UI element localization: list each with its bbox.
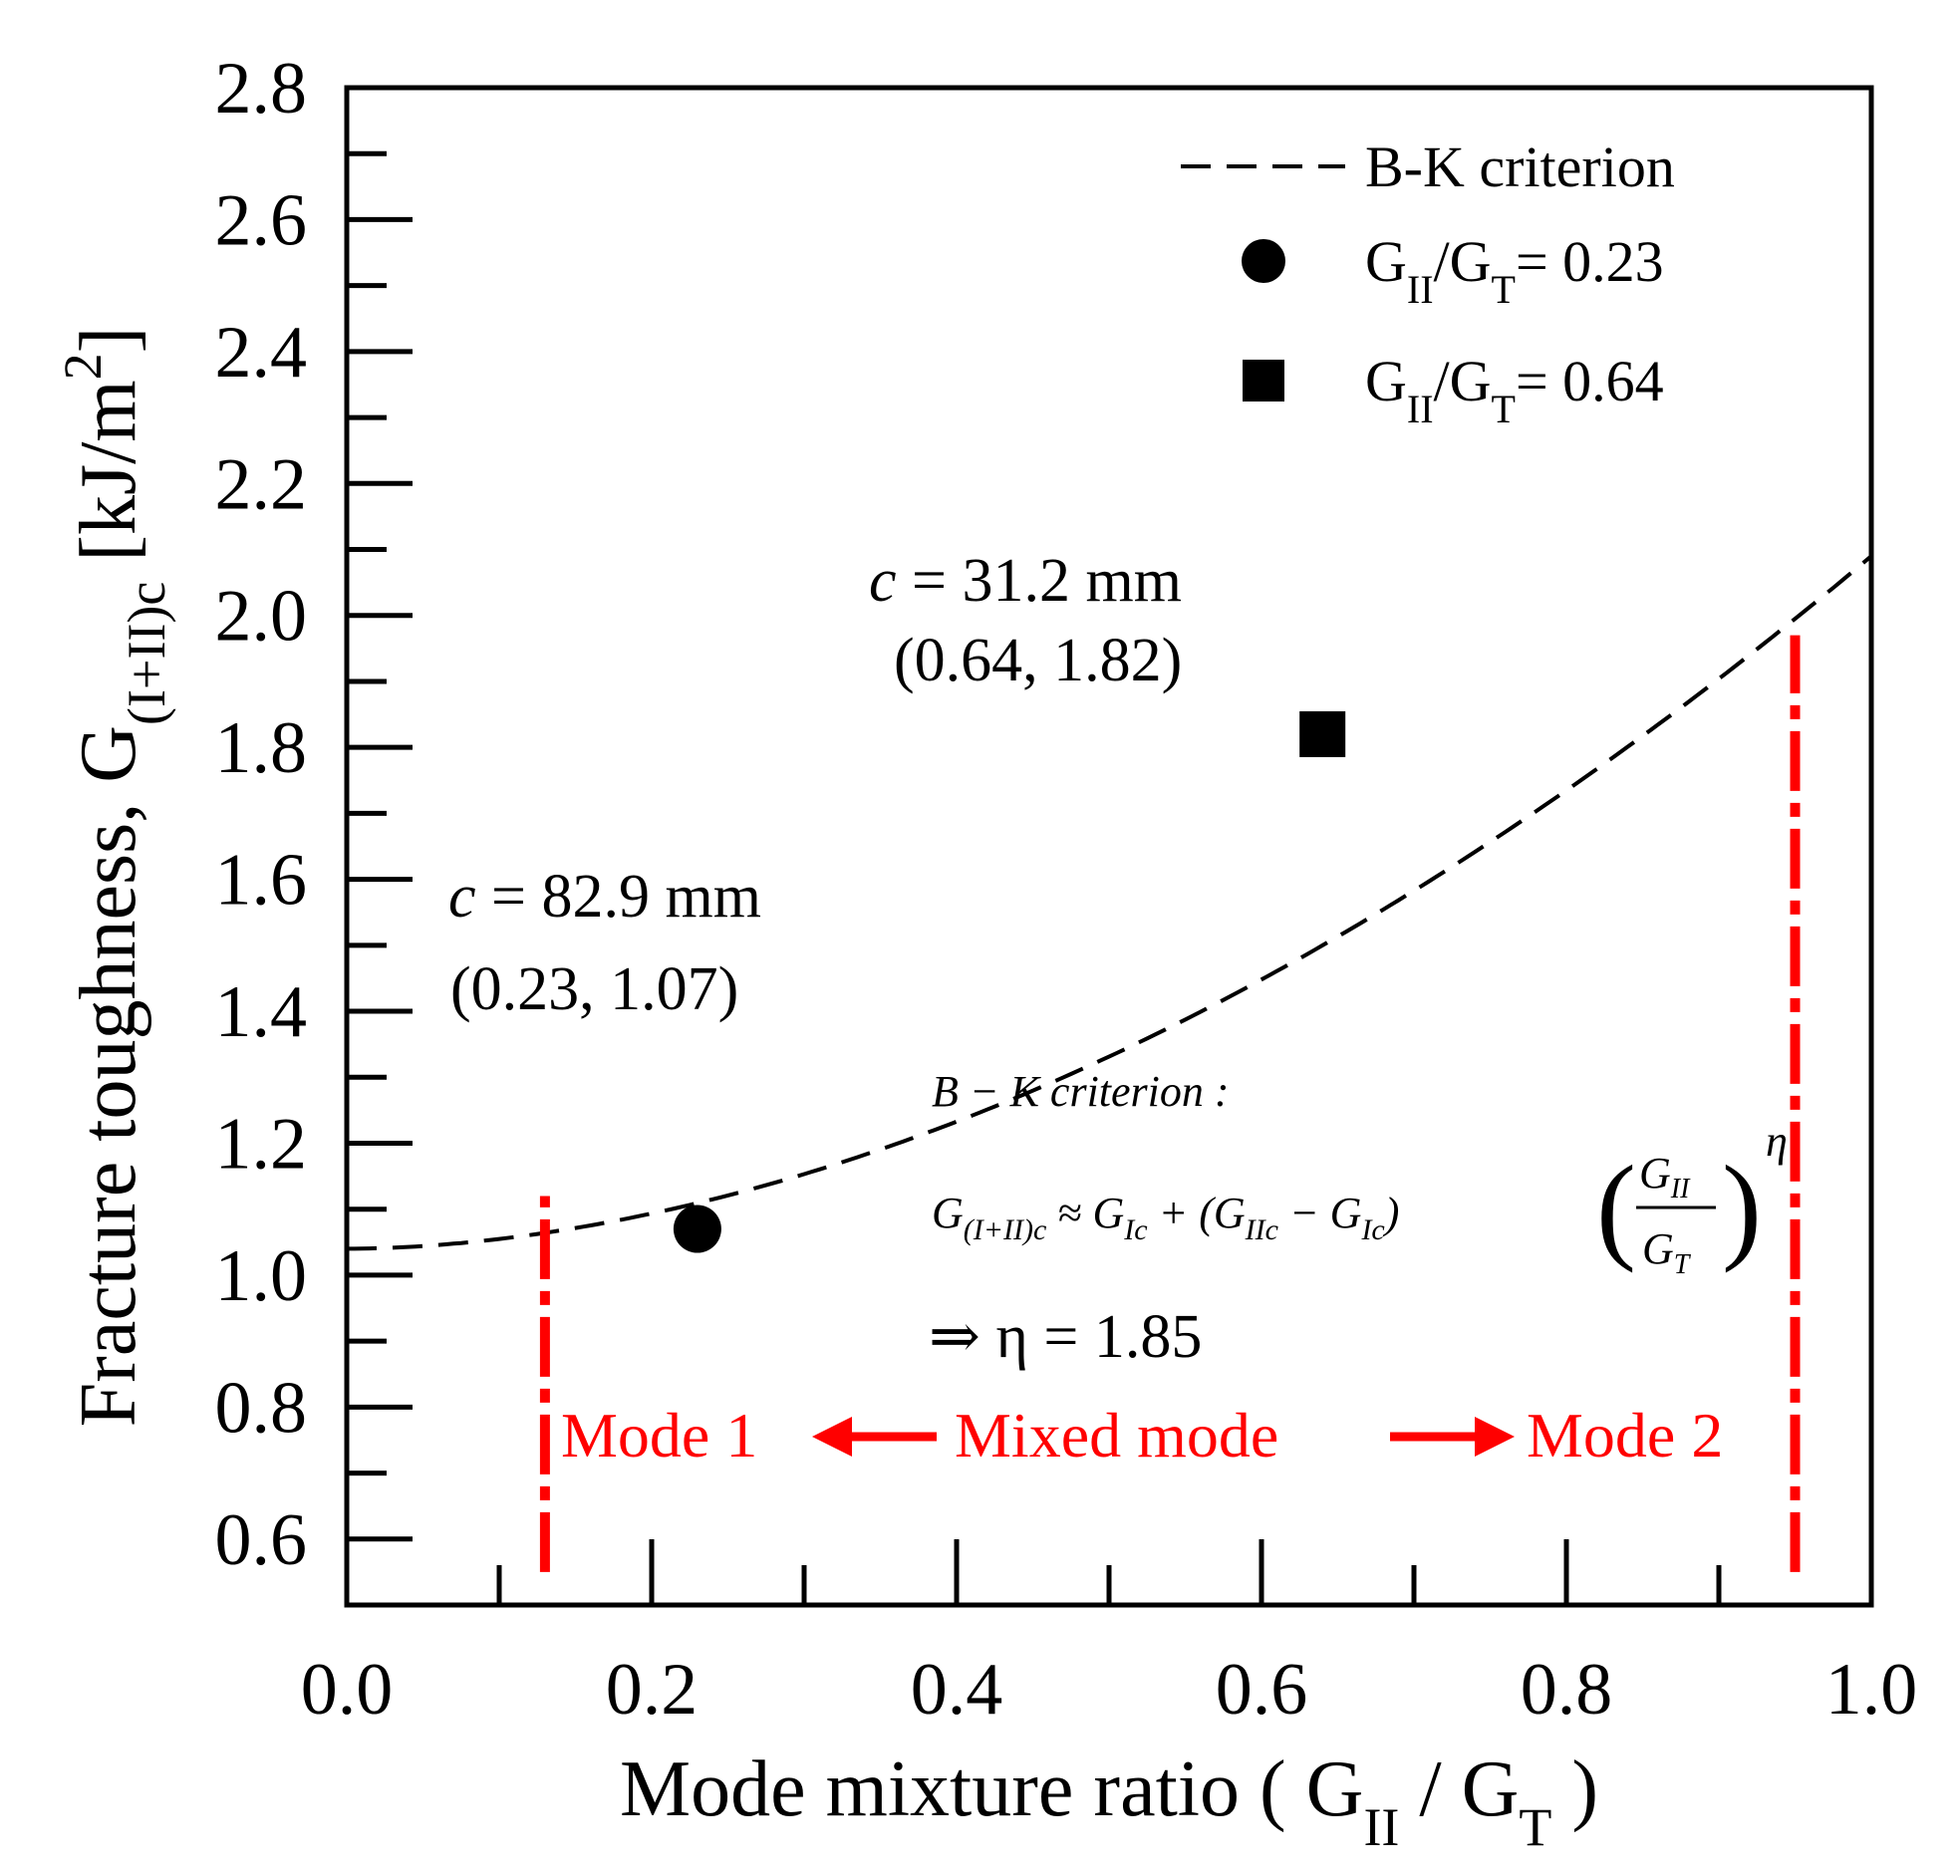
annotation-c-829: c = 82.9 mm bbox=[448, 863, 761, 931]
formula-paren-left: ( bbox=[1596, 1141, 1636, 1273]
mode2-label: Mode 2 bbox=[1527, 1400, 1723, 1471]
y-tick-label: 2.4 bbox=[215, 312, 308, 394]
y-tick-label: 1.2 bbox=[215, 1103, 308, 1185]
data-point-circle bbox=[673, 1205, 721, 1253]
y-axis-title: Fracture toughness, G(I+II)c [kJ/m2] bbox=[53, 327, 176, 1428]
legend-circle-symbol bbox=[1242, 239, 1285, 283]
x-tick-label: 0.4 bbox=[911, 1649, 1003, 1731]
y-tick-label: 1.8 bbox=[215, 707, 308, 789]
plot-frame bbox=[344, 85, 1874, 1608]
bk-criterion-curve bbox=[347, 554, 1873, 1251]
legend-label-064: GII/GT= 0.64 bbox=[1365, 349, 1664, 431]
legend-label-bk: B-K criterion bbox=[1365, 134, 1675, 199]
mode-boundaries bbox=[539, 635, 1801, 1572]
y-tick-label: 1.0 bbox=[215, 1235, 308, 1317]
y-tick-label: 1.4 bbox=[215, 971, 308, 1053]
x-tick-labels: 0.0 0.2 0.4 0.6 0.8 1.0 bbox=[301, 1649, 1918, 1731]
formula-title: B − K criterion : bbox=[932, 1067, 1230, 1116]
annotation-coords-064: (0.64, 1.82) bbox=[894, 627, 1182, 694]
x-tick-label: 0.0 bbox=[301, 1649, 394, 1731]
x-tick-label: 0.2 bbox=[606, 1649, 699, 1731]
y-tick-label: 1.6 bbox=[215, 840, 308, 922]
y-tick-label: 0.8 bbox=[215, 1367, 308, 1449]
formula-paren-right: ) bbox=[1722, 1141, 1762, 1273]
data-markers bbox=[673, 710, 1346, 1253]
legend-label-023: GII/GT= 0.23 bbox=[1365, 229, 1664, 312]
formula-fraction: ( GII GT ) η bbox=[1596, 1117, 1788, 1280]
x-tick-label: 0.6 bbox=[1216, 1649, 1308, 1731]
y-tick-label: 2.0 bbox=[215, 576, 308, 658]
formula-exponent: η bbox=[1766, 1117, 1788, 1166]
mode1-label: Mode 1 bbox=[561, 1400, 757, 1471]
y-tick-labels: 0.6 0.8 1.0 1.2 1.4 1.6 1.8 2.0 2.2 2.4 2.6 2.8 bbox=[215, 48, 308, 1581]
y-tick-label: 2.2 bbox=[215, 443, 308, 525]
formula-fraction-numerator: GII bbox=[1639, 1149, 1691, 1205]
annotation-coords-023: (0.23, 1.07) bbox=[450, 955, 738, 1023]
y-tick-label: 0.6 bbox=[215, 1499, 308, 1581]
legend: B-K criterion GII/GT= 0.23 GII/GT= 0.64 bbox=[1181, 134, 1675, 431]
x-axis-title: Mode mixture ratio ( GII / GT ) bbox=[620, 1745, 1598, 1857]
mixed-mode-label: Mixed mode bbox=[955, 1400, 1278, 1471]
legend-square-symbol bbox=[1243, 360, 1284, 402]
annotation-c-312: c = 31.2 mm bbox=[869, 547, 1182, 615]
formula-equation: G(I+II)c ≈ GIc + (GIIc − GIc) bbox=[932, 1189, 1399, 1246]
arrow-right bbox=[1390, 1417, 1515, 1457]
x-tick-label: 1.0 bbox=[1825, 1649, 1918, 1731]
formula-fraction-denominator: GT bbox=[1642, 1224, 1692, 1280]
eta-result: ⇒ η = 1.85 bbox=[929, 1303, 1202, 1371]
arrow-left bbox=[812, 1417, 937, 1457]
axis-ticks bbox=[347, 85, 1722, 1605]
data-point-square bbox=[1299, 710, 1346, 757]
x-tick-label: 0.8 bbox=[1521, 1649, 1613, 1731]
y-tick-label: 2.8 bbox=[215, 48, 308, 130]
y-tick-label: 2.6 bbox=[215, 179, 308, 261]
